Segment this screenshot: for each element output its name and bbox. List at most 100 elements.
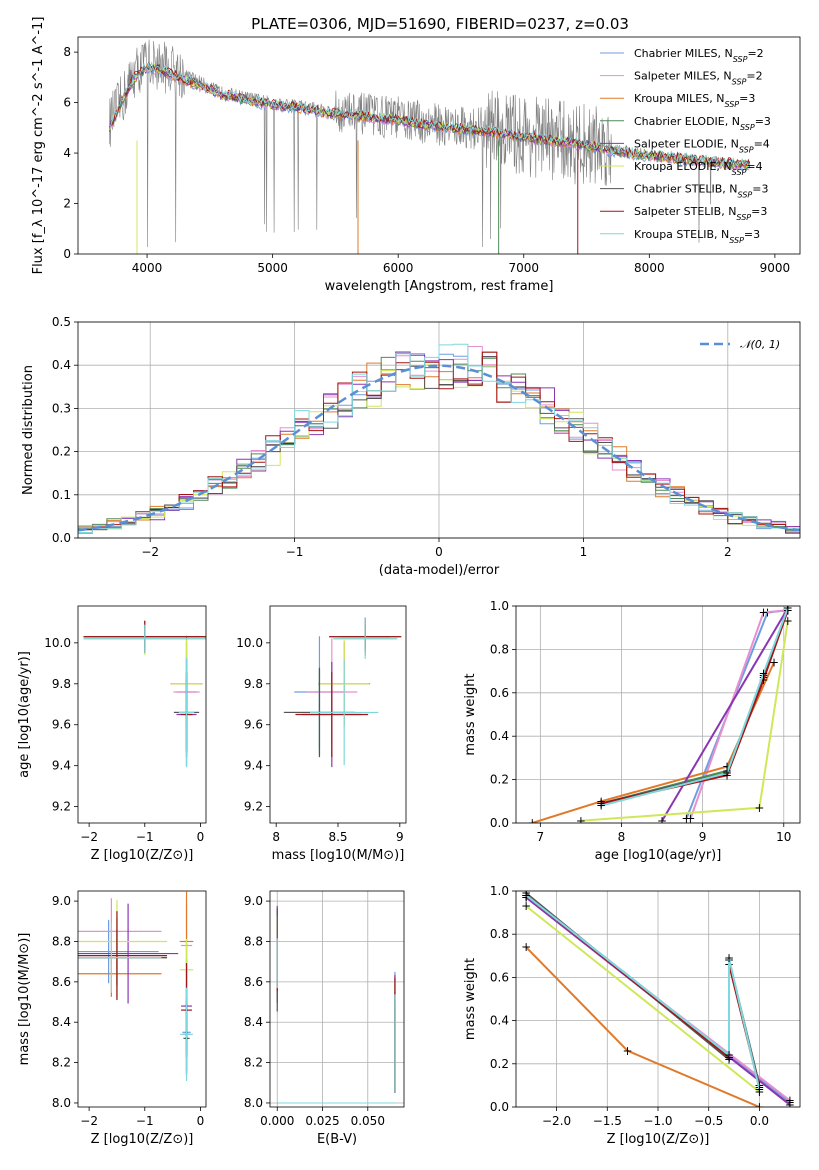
y-tick-label: 8.6: [52, 975, 71, 989]
y-tick-label: 0.2: [52, 445, 71, 459]
mass-weight-marker: +: [623, 1044, 633, 1058]
legend-n: =3: [739, 92, 755, 105]
y-tick-label: 0.2: [490, 1057, 509, 1071]
mass-weight-marker: +: [724, 1050, 734, 1064]
x-tick-label: 4000: [132, 261, 163, 275]
y-tick-label: 10.0: [236, 636, 263, 650]
y-axis-label: mass [log10(M/M⊙)]: [17, 933, 32, 1066]
x-tick-label: −1: [136, 1114, 154, 1128]
legend-entry: 𝒩(0, 1): [740, 338, 780, 351]
y-axis-label: mass weight: [463, 673, 478, 755]
x-tick-label: 5000: [257, 261, 288, 275]
plot-area: [78, 343, 800, 534]
y-tick-label: 9.4: [244, 759, 263, 773]
legend-name: Salpeter ELODIE, N: [634, 137, 739, 150]
mass-weight-marker: +: [722, 766, 732, 780]
x-tick-label: 0: [197, 830, 205, 844]
legend-sub: SSP: [740, 122, 755, 131]
mass-weight-marker: +: [724, 951, 734, 965]
y-tick-label: 8: [63, 45, 71, 59]
chart-mass-vs-ebv: 0.000 0.025 0.050 8.0 8.2 8.4 8.6 8.8 9.0 E(B-V): [244, 890, 405, 1147]
y-tick-label: 8.8: [52, 934, 71, 948]
legend-sub: SSP: [733, 55, 748, 64]
axes-frame: [269, 890, 405, 1108]
y-tick-label: 9.4: [52, 759, 71, 773]
y-axis-label: Flux [f_λ 10^-17 erg cm^-2 s^-1 A^-1]: [31, 17, 46, 275]
axes-frame: [77, 321, 801, 539]
y-tick-label: 9.0: [52, 894, 71, 908]
legend-entry: Kroupa STELIB, NSSP=3: [634, 228, 760, 245]
y-tick-label: 0: [63, 247, 71, 261]
mass-weight-line: [600, 609, 789, 805]
legend-name: Salpeter STELIB, N: [634, 205, 736, 218]
mass-weight-marker: +: [521, 888, 531, 902]
x-tick-label: 6000: [383, 261, 414, 275]
x-tick-label: 0.050: [351, 1114, 385, 1128]
mass-weight-line: [600, 607, 789, 805]
mass-weight-marker: +: [724, 1048, 734, 1062]
y-tick-label: 0.2: [490, 773, 509, 787]
legend-name: Salpeter MILES, N: [634, 70, 732, 83]
legend-name: Kroupa ELODIE, N: [634, 160, 732, 173]
x-tick-label: 10: [776, 830, 791, 844]
mass-weight-line: [600, 609, 789, 805]
x-tick-label: 0: [197, 1114, 205, 1128]
y-tick-label: 0.8: [490, 927, 509, 941]
mass-weight-marker: +: [783, 601, 793, 615]
y-tick-label: 9.2: [52, 800, 71, 814]
mass-weight-marker: +: [521, 890, 531, 904]
mass-weight-marker: +: [754, 1100, 764, 1114]
x-tick-label: −1.5: [593, 1114, 622, 1128]
mass-weight-line: [661, 607, 789, 822]
mass-weight-marker: +: [576, 814, 586, 828]
axes-frame: [515, 890, 801, 1108]
y-tick-label: 0.5: [52, 315, 71, 329]
legend-sub: SSP: [738, 190, 753, 199]
y-tick-label: 8.4: [244, 1015, 263, 1029]
y-tick-label: 0.1: [52, 488, 71, 502]
gaussian-curve: [78, 364, 800, 532]
model-spectrum-line: [109, 66, 751, 173]
x-tick-label: 0.000: [260, 1114, 294, 1128]
y-tick-label: 8.8: [244, 934, 263, 948]
x-tick-label: 0: [435, 545, 443, 559]
x-tick-label: 2: [724, 545, 732, 559]
mass-weight-marker: +: [681, 812, 691, 826]
chart-residuals: −2 −1 0 1 2 0.0 0.1 0.2 0.3 0.4 0.5 (data-model)/er…: [21, 315, 801, 578]
mass-weight-marker: +: [769, 655, 779, 669]
mass-weight-marker: +: [521, 888, 531, 902]
legend-name: Kroupa MILES, N: [634, 92, 724, 105]
y-axis-label: age [log10(age/yr)]: [17, 651, 32, 778]
legend-entry: Chabrier ELODIE, NSSP=3: [634, 115, 771, 132]
y-tick-label: 0.6: [490, 686, 509, 700]
y-tick-label: 9.8: [244, 677, 263, 691]
mass-weight-marker: +: [783, 614, 793, 628]
y-axis-label: mass weight: [463, 958, 478, 1040]
x-axis-label: E(B-V): [317, 1132, 357, 1147]
y-tick-label: 8.2: [52, 1056, 71, 1070]
y-tick-label: 0.4: [52, 358, 71, 372]
mass-weight-marker: +: [596, 799, 606, 813]
mass-weight-marker: +: [754, 1083, 764, 1097]
x-tick-label: 1: [580, 545, 588, 559]
mass-weight-line: [525, 946, 760, 1107]
legend-entry: Salpeter MILES, NSSP=2: [634, 70, 763, 87]
x-tick-label: −1.0: [643, 1114, 672, 1128]
residual-histogram: [78, 343, 800, 533]
axes-frame: [77, 36, 801, 255]
y-tick-label: 9.2: [244, 800, 263, 814]
legend-n: =3: [744, 228, 760, 241]
mass-weight-marker: +: [722, 760, 732, 774]
x-axis-label: age [log10(age/yr)]: [595, 848, 722, 863]
x-axis-label: Z [log10(Z/Z⊙)]: [91, 1132, 194, 1147]
chart-age-vs-z: −2 −1 0 9.2 9.4 9.6 9.8 10.0 Z [log10(Z/Z⊙)] age …: [17, 605, 207, 863]
mass-weight-marker: +: [685, 812, 695, 826]
chart-age-vs-mass: 8 8.5 9 9.2 9.4 9.6 9.8 10.0 mass [log10(M/M⊙)]: [236, 605, 407, 863]
legend-n: =3: [755, 115, 771, 128]
x-tick-label: 8: [618, 830, 626, 844]
figure-title: PLATE=0306, MJD=51690, FIBERID=0237, z=0…: [251, 15, 629, 33]
y-tick-label: 9.8: [52, 677, 71, 691]
legend-name: Chabrier ELODIE, N: [634, 115, 740, 128]
legend-sub: SSP: [724, 100, 739, 109]
